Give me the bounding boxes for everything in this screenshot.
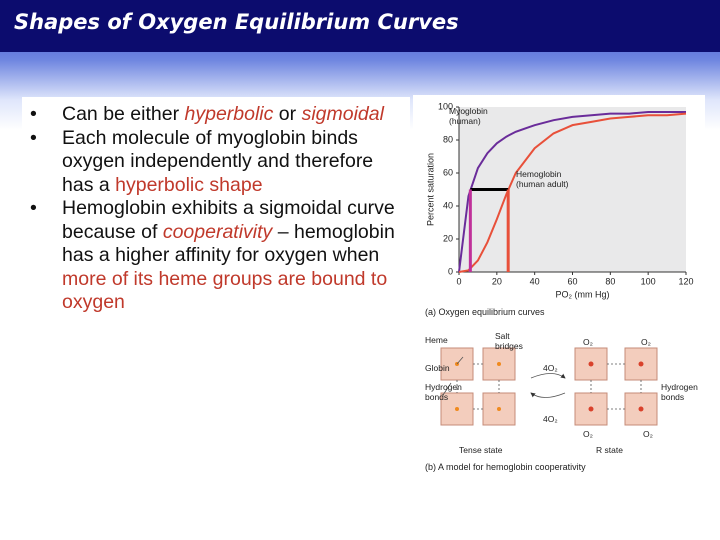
y-tick-label: 100 — [438, 101, 453, 111]
y-tick-label: 60 — [443, 167, 453, 177]
label: Tense state — [459, 445, 503, 455]
series-line — [458, 110, 686, 273]
label: Heme — [425, 335, 448, 345]
y-tick-label: 0 — [448, 266, 453, 276]
text: Can be either — [62, 103, 185, 125]
slide-title: Shapes of Oxygen Equilibrium Curves — [14, 10, 459, 34]
label: 4O₂ — [543, 414, 558, 424]
label: Globin — [425, 363, 450, 373]
panel-b-shapes — [440, 347, 658, 426]
label: O₂ — [641, 337, 651, 347]
label: R state — [596, 445, 623, 455]
text-box: Can be either hyperbolic or sigmoidal Ea… — [22, 97, 410, 427]
highlight: sigmoidal — [301, 103, 384, 125]
label: Hydrogen bonds — [661, 382, 698, 402]
highlight: more of its heme groups are bound to oxy… — [62, 267, 388, 314]
label: O₂ — [583, 429, 593, 439]
label: Hydrogen bonds — [425, 382, 462, 402]
x-tick-label: 0 — [456, 276, 461, 286]
title-bar: Shapes of Oxygen Equilibrium Curves — [0, 0, 720, 52]
highlight: cooperativity — [162, 220, 273, 243]
label: O₂ — [583, 337, 593, 347]
bullet: Can be either hyperbolic or sigmoidal — [30, 103, 402, 127]
highlight: hyperbolic shape — [115, 173, 263, 196]
caption: (a) Oxygen equilibrium curves — [425, 307, 545, 317]
bullet-list: Can be either hyperbolic or sigmoidal Ea… — [22, 103, 402, 315]
bullet: Hemoglobin exhibits a sigmoidal curve be… — [30, 197, 402, 315]
x-tick-label: 100 — [641, 276, 656, 286]
text: Each molecule of myoglobin binds oxygen … — [62, 126, 374, 196]
series-label: Myoglobin (human) — [449, 106, 488, 126]
y-tick-label: 20 — [443, 233, 453, 243]
label: O₂ — [643, 429, 653, 439]
y-tick-label: 40 — [443, 200, 453, 210]
y-tick-label: 80 — [443, 134, 453, 144]
series-label: Hemoglobin (human adult) — [516, 169, 569, 189]
x-tick-label: 80 — [605, 276, 615, 286]
x-tick-label: 120 — [678, 276, 693, 286]
text: Hemoglobin exhibits a sigmoidal curve be… — [62, 197, 395, 243]
x-tick-label: 20 — [492, 276, 502, 286]
label: Salt bridges — [495, 331, 523, 351]
x-tick-label: 60 — [567, 276, 577, 286]
x-tick-label: 40 — [530, 276, 540, 286]
y-axis-label: Percent saturation — [425, 153, 435, 226]
highlight: hyperbolic — [184, 103, 274, 125]
caption: (b) A model for hemoglobin cooperativity — [425, 462, 586, 472]
text: or — [273, 103, 302, 125]
figure-svg: 0 20 40 60 80 100 0 20 40 60 80 100 120 PO₂ (mm Hg) Pe… — [425, 101, 694, 426]
bullet: Each molecule of myoglobin binds oxygen … — [30, 126, 402, 198]
text: – hemoglobin has a higher affinity for o… — [62, 220, 395, 267]
label: 4O₂ — [543, 363, 558, 373]
series-line — [458, 112, 687, 273]
x-axis-label: PO₂ (mm Hg) — [556, 289, 610, 299]
figure: 0 20 40 60 80 100 0 20 40 60 80 100 120 PO₂ (mm Hg) Pe… — [413, 95, 705, 478]
